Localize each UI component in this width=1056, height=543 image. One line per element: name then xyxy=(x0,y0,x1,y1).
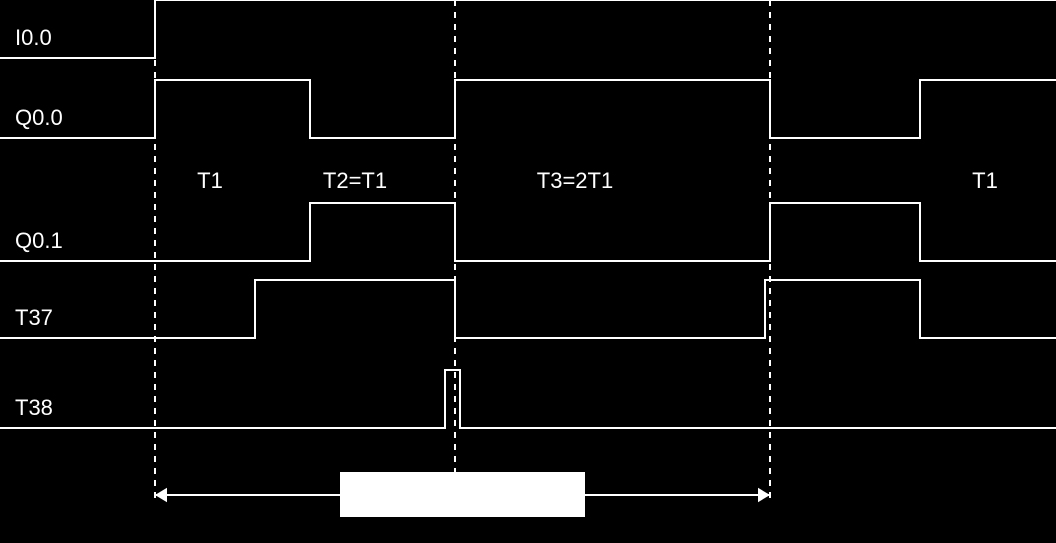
signal-label-Q0-0: Q0.0 xyxy=(15,105,63,131)
interval-label: T2=T1 xyxy=(323,168,387,194)
signal-label-I0-0: I0.0 xyxy=(15,25,52,51)
cycle-label-box xyxy=(340,472,585,517)
signal-Q0-0 xyxy=(0,80,1056,138)
signal-I0-0 xyxy=(0,0,1056,58)
signal-T38 xyxy=(0,370,1056,428)
signal-label-T38: T38 xyxy=(15,395,53,421)
signal-T37 xyxy=(0,280,1056,338)
interval-label: T1 xyxy=(197,168,223,194)
signal-label-T37: T37 xyxy=(15,305,53,331)
interval-label: T3=2T1 xyxy=(537,168,613,194)
cycle-arrow-head-right xyxy=(758,488,770,502)
interval-label: T1 xyxy=(972,168,998,194)
cycle-arrow-head-left xyxy=(155,488,167,502)
signal-label-Q0-1: Q0.1 xyxy=(15,228,63,254)
signal-Q0-1 xyxy=(0,203,1056,261)
